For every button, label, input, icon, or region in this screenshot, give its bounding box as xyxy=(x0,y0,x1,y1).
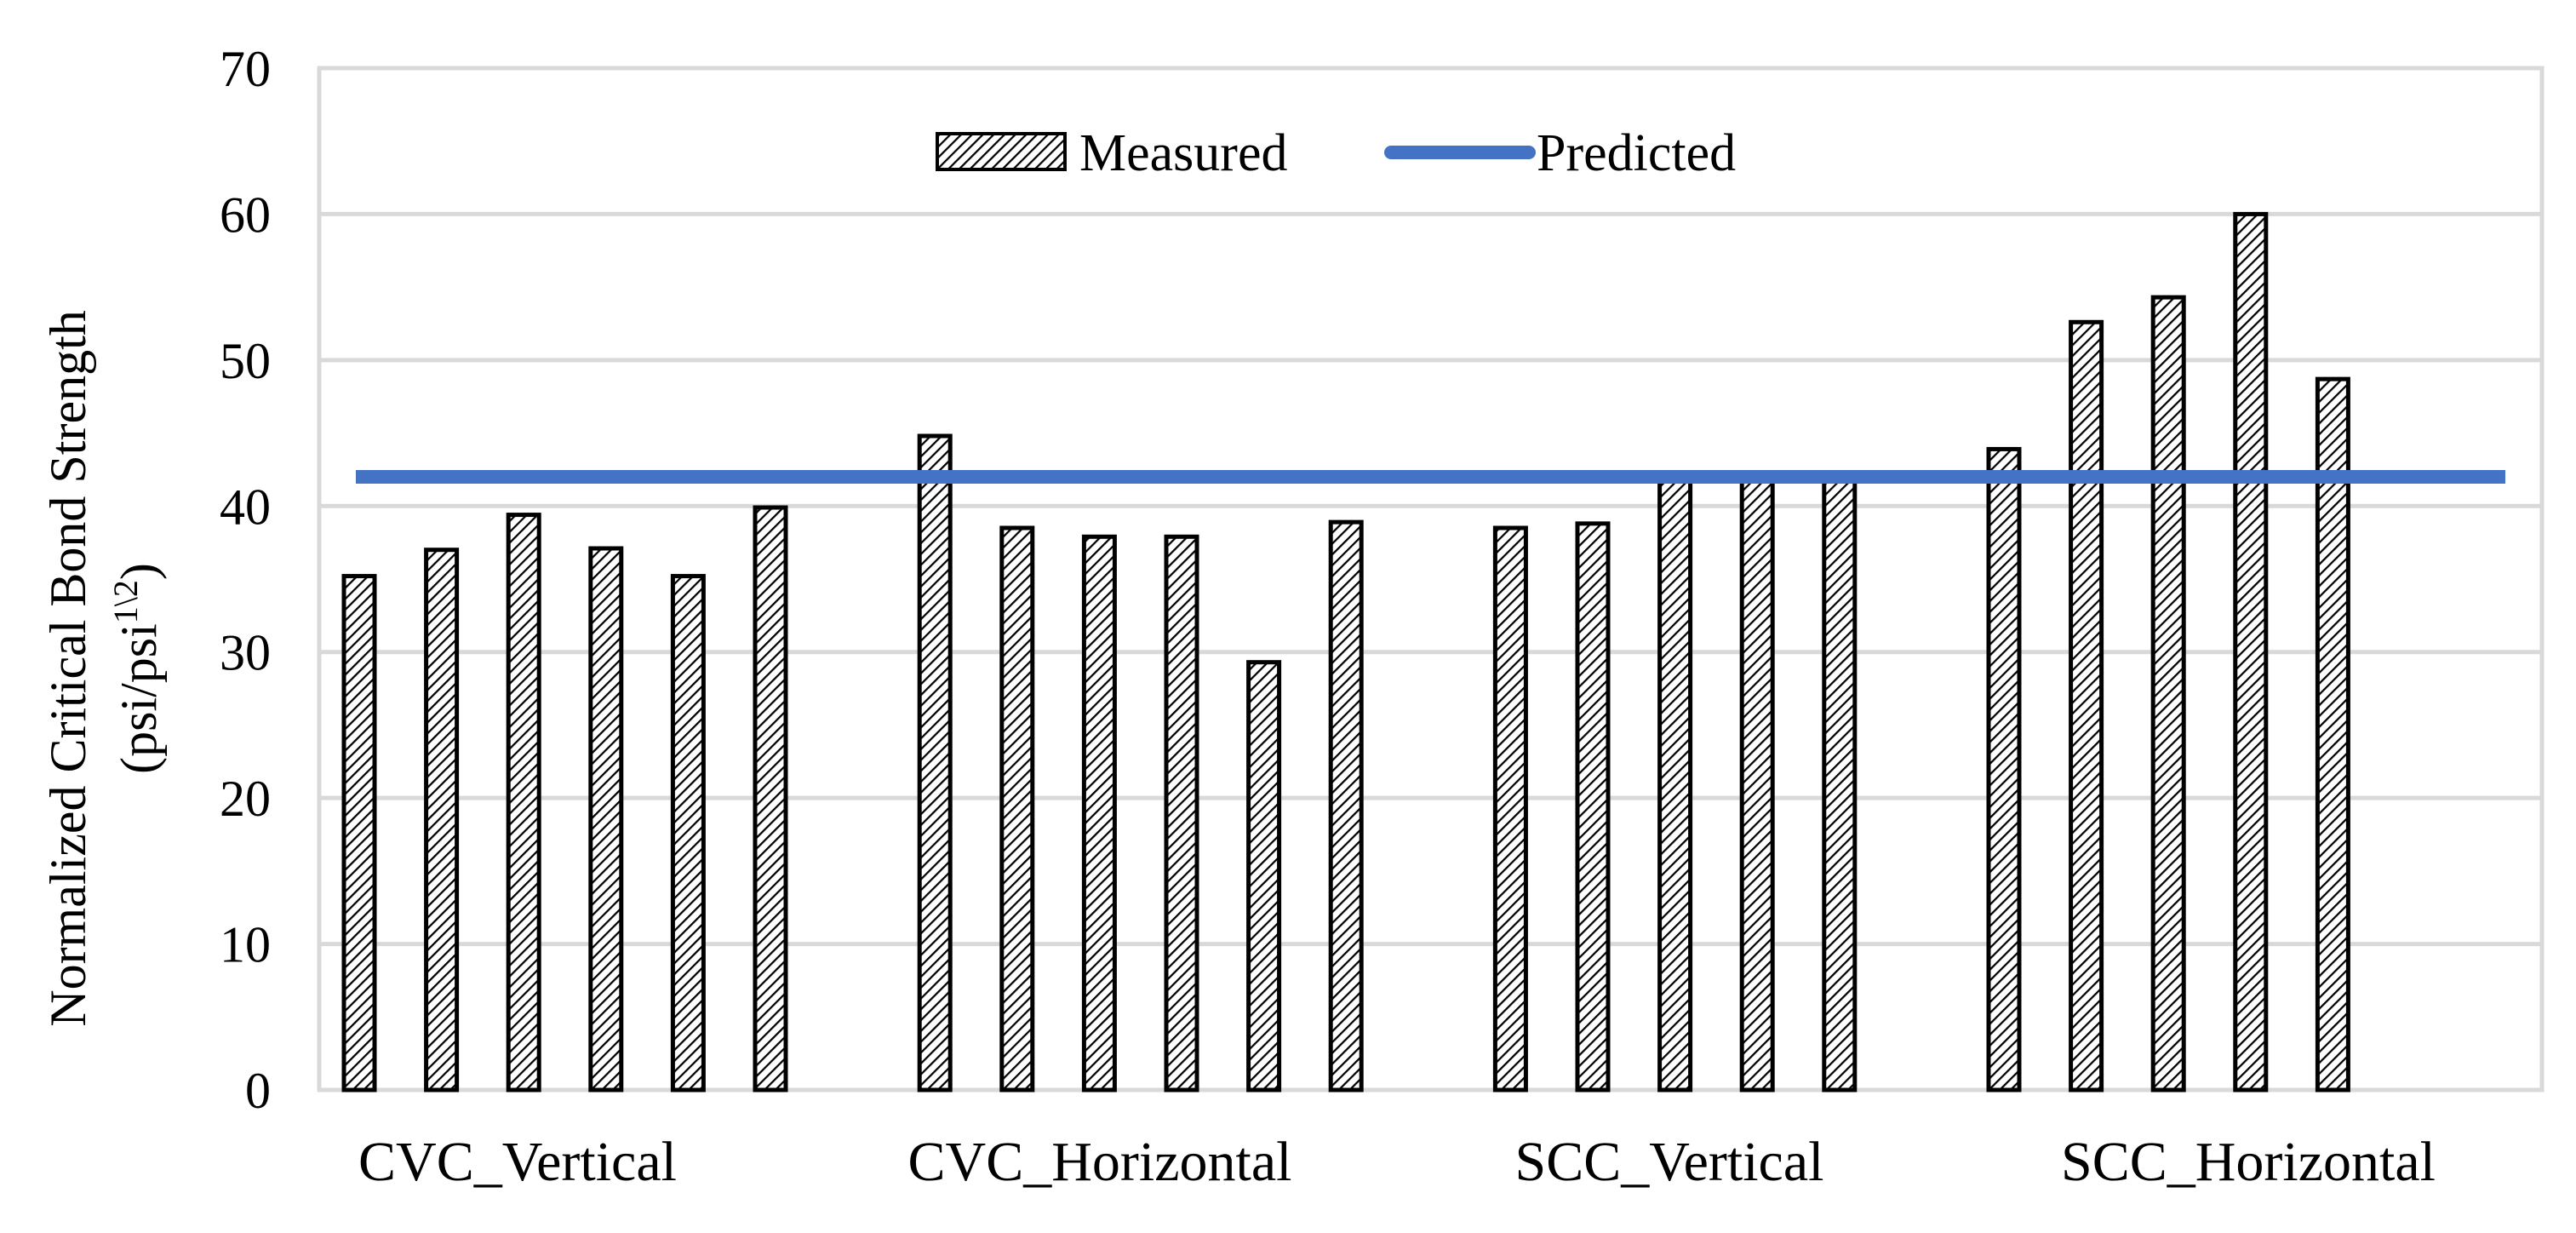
y-tick-label: 20 xyxy=(220,771,271,827)
bar-cvc-vertical-1 xyxy=(341,574,377,1092)
bar-scc-horizontal-1 xyxy=(1986,446,2022,1092)
category-label: CVC_Horizontal xyxy=(908,1131,1292,1193)
y-axis-unit-close: ) xyxy=(111,563,167,580)
bar-scc-vertical-5 xyxy=(1822,476,1858,1092)
bar-scc-horizontal-3 xyxy=(2150,295,2186,1092)
legend-measured-label: Measured xyxy=(1079,124,1287,182)
bar-cvc-vertical-5 xyxy=(670,574,706,1092)
legend-measured-swatch xyxy=(936,132,1067,171)
gridlines xyxy=(319,66,2542,1092)
bar-scc-horizontal-5 xyxy=(2315,376,2350,1092)
plot-frame xyxy=(317,66,2545,1092)
y-axis-unit-superscript: 1\2 xyxy=(106,580,145,623)
bar-cvc-horizontal-2 xyxy=(999,525,1035,1092)
bar-cvc-vertical-3 xyxy=(506,513,541,1092)
y-axis-title-line1: Normalized Critical Bond Strength xyxy=(40,310,96,1027)
bar-scc-vertical-1 xyxy=(1492,525,1528,1092)
y-axis-title-line2: (psi/psi1\2) xyxy=(106,563,167,774)
category-label: SCC_Vertical xyxy=(1515,1131,1824,1193)
bar-cvc-horizontal-3 xyxy=(1081,534,1117,1092)
bar-scc-vertical-2 xyxy=(1575,521,1611,1092)
bar-cvc-horizontal-1 xyxy=(917,433,953,1092)
y-axis-unit-text: (psi/psi xyxy=(111,623,167,774)
plot-area-border xyxy=(317,66,2545,1092)
category-label: CVC_Vertical xyxy=(358,1131,677,1193)
bars xyxy=(341,211,2350,1092)
legend-predicted-label: Predicted xyxy=(1537,124,1736,182)
y-tick-label: 50 xyxy=(220,333,271,389)
bar-cvc-horizontal-5 xyxy=(1246,660,1282,1092)
bar-scc-horizontal-4 xyxy=(2233,211,2269,1092)
legend: Measured Predicted xyxy=(936,124,1736,182)
category-labels: CVC_Vertical CVC_Horizontal SCC_Vertical SC… xyxy=(358,1131,2436,1193)
bar-cvc-horizontal-4 xyxy=(1164,534,1199,1092)
bar-cvc-vertical-4 xyxy=(588,546,624,1092)
bar-scc-horizontal-2 xyxy=(2069,319,2104,1092)
y-axis-ticks: 0 10 20 30 40 50 60 70 xyxy=(220,41,271,1119)
y-tick-label: 40 xyxy=(220,479,271,535)
bar-scc-vertical-4 xyxy=(1739,470,1775,1092)
y-tick-label: 0 xyxy=(245,1063,271,1119)
y-tick-label: 70 xyxy=(220,41,271,97)
bar-cvc-horizontal-6 xyxy=(1328,519,1364,1092)
bar-scc-vertical-3 xyxy=(1657,476,1693,1092)
y-tick-label: 60 xyxy=(220,186,271,243)
bar-cvc-vertical-2 xyxy=(424,548,460,1092)
category-label: SCC_Horizontal xyxy=(2061,1131,2436,1193)
y-tick-label: 30 xyxy=(220,625,271,681)
y-tick-label: 10 xyxy=(220,917,271,973)
bar-cvc-vertical-6 xyxy=(753,505,788,1092)
y-axis-title: Normalized Critical Bond Strength (psi/p… xyxy=(40,310,167,1027)
